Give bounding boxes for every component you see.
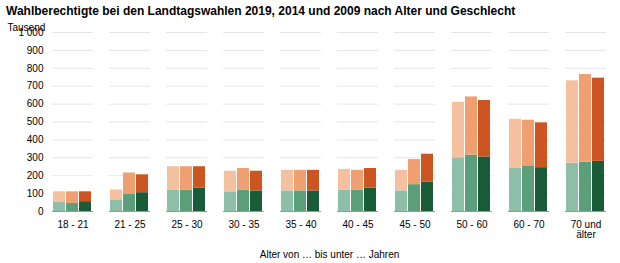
svg-text:Alter von … bis unter … Jahren: Alter von … bis unter … Jahren bbox=[260, 249, 400, 260]
svg-text:Tausend: Tausend bbox=[8, 22, 46, 33]
svg-text:900: 900 bbox=[27, 45, 44, 56]
svg-text:0: 0 bbox=[38, 206, 44, 217]
svg-text:40 - 45: 40 - 45 bbox=[342, 219, 374, 230]
svg-text:600: 600 bbox=[27, 98, 44, 109]
svg-text:50 - 60: 50 - 60 bbox=[456, 219, 488, 230]
svg-text:30 - 35: 30 - 35 bbox=[228, 219, 260, 230]
svg-text:100: 100 bbox=[27, 188, 44, 199]
svg-text:200: 200 bbox=[27, 170, 44, 181]
svg-text:35 - 40: 35 - 40 bbox=[285, 219, 317, 230]
html-text:Wahlberechtigte bei den Landta: Wahlberechtigte bei den Landtagswahlen 2… bbox=[6, 4, 516, 18]
svg-text:18 - 21: 18 - 21 bbox=[57, 219, 89, 230]
svg-text:400: 400 bbox=[27, 134, 44, 145]
svg-text:300: 300 bbox=[27, 152, 44, 163]
svg-text:800: 800 bbox=[27, 63, 44, 74]
svg-text:500: 500 bbox=[27, 116, 44, 127]
svg-text:21 - 25: 21 - 25 bbox=[114, 219, 146, 230]
svg-text:25 - 30: 25 - 30 bbox=[171, 219, 203, 230]
svg-text:60 - 70: 60 - 70 bbox=[513, 219, 545, 230]
svg-text:45 - 50: 45 - 50 bbox=[399, 219, 431, 230]
svg-text:700: 700 bbox=[27, 80, 44, 91]
svg-text:70 undälter: 70 undälter bbox=[571, 219, 602, 240]
